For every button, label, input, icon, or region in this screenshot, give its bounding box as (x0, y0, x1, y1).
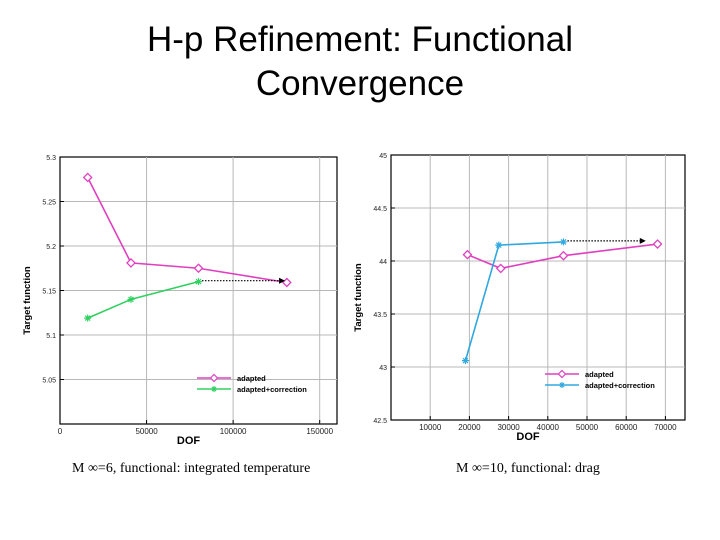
right-point-diamond (462, 249, 473, 260)
slide-title: H-p Refinement: Functional Convergence (0, 18, 720, 106)
right-ytick-label: 44 (379, 259, 387, 266)
left-point-diamond (82, 172, 93, 183)
right-legend-marker-2 (559, 382, 565, 388)
left-xtick-label: 50000 (135, 427, 158, 436)
left-ylabel: Target function (22, 266, 33, 335)
left-point-diamond (193, 263, 204, 274)
left-point-star (127, 295, 135, 303)
right-xtick-label: 70000 (654, 423, 677, 432)
left-xtick-label: 150000 (306, 427, 333, 436)
right-plot-frame (390, 154, 686, 421)
left-legend-marker-1 (209, 373, 219, 383)
left-xtick-label: 100000 (220, 427, 247, 436)
caption-right: M ∞=10, functional: drag (456, 461, 600, 476)
right-legend-label-1: adapted (585, 370, 614, 379)
right-ytick-label: 42.5 (373, 418, 387, 425)
right-point-star (461, 357, 469, 365)
left-ytick-label: 5.3 (46, 155, 56, 162)
right-xtick-label: 60000 (615, 423, 638, 432)
right-ytick-label: 45 (379, 153, 387, 160)
left-ytick-label: 5.1 (46, 333, 56, 340)
caption-left: M ∞=6, functional: integrated temperatur… (72, 461, 311, 476)
right-ytick-label: 43.5 (373, 312, 387, 319)
title-line-2: Convergence (255, 64, 465, 103)
right-point-star (495, 241, 503, 249)
left-series-line-1 (86, 177, 287, 284)
right-xlabel: DOF (516, 431, 540, 443)
left-xlabel: DOF (177, 435, 201, 447)
right-ytick-label: 43 (379, 365, 387, 372)
right-xtick-label: 10000 (419, 423, 442, 432)
right-xtick-label: 30000 (497, 423, 520, 432)
left-ytick-label: 5.25 (42, 200, 56, 207)
right-arrow-head (639, 237, 646, 244)
right-legend-marker-1 (557, 369, 567, 379)
left-legend-label-2: adapted+correction (237, 385, 307, 394)
right-point-diamond (495, 263, 506, 274)
left-point-star (195, 278, 202, 286)
right-ytick-label: 44.5 (373, 206, 387, 213)
right-point-star (559, 238, 567, 246)
left-ytick-label: 5.2 (46, 244, 56, 251)
right-legend-label-2: adapted+correction (585, 381, 655, 390)
right-point-diamond (652, 239, 663, 249)
right-ylabel: Target function (353, 263, 364, 332)
left-point-diamond (126, 257, 136, 268)
left-ytick-label: 5.15 (42, 289, 56, 296)
right-xtick-label: 50000 (576, 423, 599, 432)
right-xtick-label: 40000 (537, 423, 560, 432)
left-ytick-label: 5.05 (42, 378, 56, 385)
left-xtick-label: 0 (58, 427, 63, 436)
left-legend-marker-2 (211, 386, 217, 392)
left-legend-label-1: adapted (237, 374, 266, 383)
right-series-line-1 (467, 243, 658, 270)
right-xtick-label: 20000 (458, 423, 481, 432)
title-line-1: H-p Refinement: Functional (146, 20, 574, 59)
left-arrow-head (279, 277, 286, 284)
right-point-diamond (558, 250, 569, 261)
left-point-star (84, 314, 92, 322)
